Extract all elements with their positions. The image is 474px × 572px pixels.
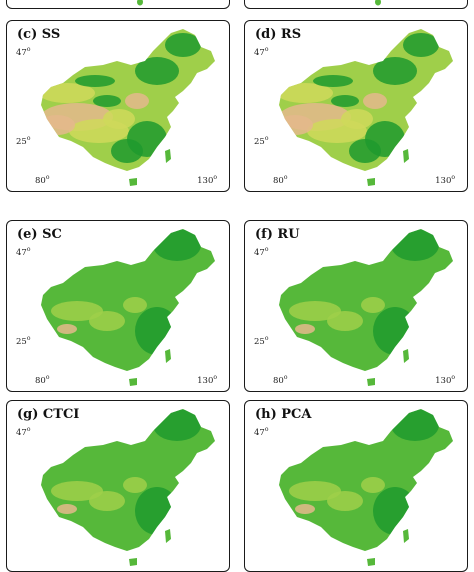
land-cover-patch bbox=[391, 409, 439, 441]
land-cover-patch bbox=[135, 57, 179, 85]
land-cover-patch bbox=[361, 297, 385, 313]
lat-label-bottom: 25o bbox=[254, 335, 269, 347]
lat-label-bottom: 25o bbox=[16, 335, 31, 347]
hainan-island bbox=[367, 558, 375, 566]
lat-label-top: 47o bbox=[254, 46, 269, 58]
land-cover-patch bbox=[93, 95, 121, 107]
lat-label-bottom: 25o bbox=[254, 135, 269, 147]
land-cover-patch bbox=[363, 93, 387, 109]
lat-label-top: 47o bbox=[254, 426, 269, 438]
land-cover-patch bbox=[75, 75, 115, 87]
china-map bbox=[41, 29, 215, 186]
lon-label-right: 130o bbox=[435, 0, 455, 3]
china-map bbox=[41, 229, 215, 386]
land-cover-patch bbox=[295, 504, 315, 514]
land-cover-patch bbox=[373, 57, 417, 85]
land-cover-patch bbox=[289, 301, 341, 321]
lat-label-top: 47o bbox=[16, 426, 31, 438]
land-cover-patch bbox=[41, 115, 75, 135]
china-map bbox=[279, 29, 453, 186]
taiwan-island bbox=[403, 349, 409, 363]
land-cover-patch bbox=[135, 487, 179, 535]
map-panel-b: 80o 130o bbox=[244, 0, 468, 9]
land-cover-patch bbox=[57, 324, 77, 334]
lon-label-left: 80o bbox=[35, 374, 50, 386]
hainan-island bbox=[367, 378, 375, 386]
land-cover-patch bbox=[403, 33, 439, 57]
land-cover-patch bbox=[89, 311, 125, 331]
china-map bbox=[279, 229, 453, 386]
hainan-island bbox=[367, 178, 375, 186]
land-cover-patch bbox=[153, 409, 201, 441]
land-cover-patch bbox=[135, 307, 179, 355]
land-cover-patch bbox=[57, 504, 77, 514]
land-cover-patch bbox=[295, 324, 315, 334]
panel-title: (h) PCA bbox=[255, 407, 312, 422]
china-map bbox=[279, 409, 453, 566]
panel-title: (e) SC bbox=[17, 227, 62, 242]
land-cover-patch bbox=[373, 487, 417, 535]
taiwan-island bbox=[165, 149, 171, 163]
lon-label-left: 80o bbox=[35, 174, 50, 186]
lat-label-bottom: 25o bbox=[16, 135, 31, 147]
panel-title: (g) CTCI bbox=[17, 407, 80, 422]
land-cover-patch bbox=[361, 477, 385, 493]
land-cover-patch bbox=[111, 139, 143, 163]
land-cover-patch bbox=[279, 115, 313, 135]
island-marker bbox=[375, 0, 381, 6]
hainan-island bbox=[129, 378, 137, 386]
land-cover-patch bbox=[123, 297, 147, 313]
land-cover-patch bbox=[373, 307, 417, 355]
lon-label-left: 80o bbox=[273, 374, 288, 386]
china-map bbox=[41, 409, 215, 566]
lon-label-right: 130o bbox=[435, 374, 455, 386]
lon-label-left: 80o bbox=[273, 174, 288, 186]
map-panel-ss: (c) SS 47o 25o 80o 130o bbox=[6, 20, 230, 192]
land-cover-patch bbox=[327, 311, 363, 331]
lon-label-right: 130o bbox=[435, 174, 455, 186]
taiwan-island bbox=[403, 149, 409, 163]
map-panel-ru: (f) RU 47o 25o 80o 130o bbox=[244, 220, 468, 392]
map-panel-a: 80o 130o bbox=[6, 0, 230, 9]
lat-label-top: 47o bbox=[254, 246, 269, 258]
lon-label-right: 130o bbox=[197, 174, 217, 186]
panel-title: (c) SS bbox=[17, 27, 61, 42]
land-cover-patch bbox=[341, 109, 373, 129]
lon-label-right: 130o bbox=[197, 374, 217, 386]
hainan-island bbox=[129, 178, 137, 186]
map-panel-sc: (e) SC 47o 25o 80o 130o bbox=[6, 220, 230, 392]
lon-label-left: 80o bbox=[35, 0, 49, 3]
land-cover-patch bbox=[391, 229, 439, 261]
map-panel-rs: (d) RS 47o 25o 80o 130o bbox=[244, 20, 468, 192]
lon-label-left: 80o bbox=[273, 0, 287, 3]
land-cover-patch bbox=[51, 301, 103, 321]
map-panel-ctci: (g) CTCI 47o bbox=[6, 400, 230, 572]
lon-label-right: 130o bbox=[197, 0, 217, 3]
lat-label-top: 47o bbox=[16, 46, 31, 58]
land-cover-patch bbox=[313, 75, 353, 87]
land-cover-patch bbox=[165, 33, 201, 57]
land-cover-patch bbox=[349, 139, 381, 163]
island-marker bbox=[137, 0, 143, 6]
land-cover-patch bbox=[41, 83, 95, 103]
land-cover-patch bbox=[327, 491, 363, 511]
taiwan-island bbox=[403, 529, 409, 543]
taiwan-island bbox=[165, 349, 171, 363]
land-cover-patch bbox=[331, 95, 359, 107]
land-cover-patch bbox=[89, 491, 125, 511]
land-cover-patch bbox=[279, 83, 333, 103]
land-cover-patch bbox=[153, 229, 201, 261]
map-panel-pca: (h) PCA 47o bbox=[244, 400, 468, 572]
panel-title: (f) RU bbox=[255, 227, 300, 242]
land-cover-patch bbox=[123, 477, 147, 493]
panel-title: (d) RS bbox=[255, 27, 302, 42]
taiwan-island bbox=[165, 529, 171, 543]
land-cover-patch bbox=[103, 109, 135, 129]
lat-label-top: 47o bbox=[16, 246, 31, 258]
hainan-island bbox=[129, 558, 137, 566]
land-cover-patch bbox=[125, 93, 149, 109]
